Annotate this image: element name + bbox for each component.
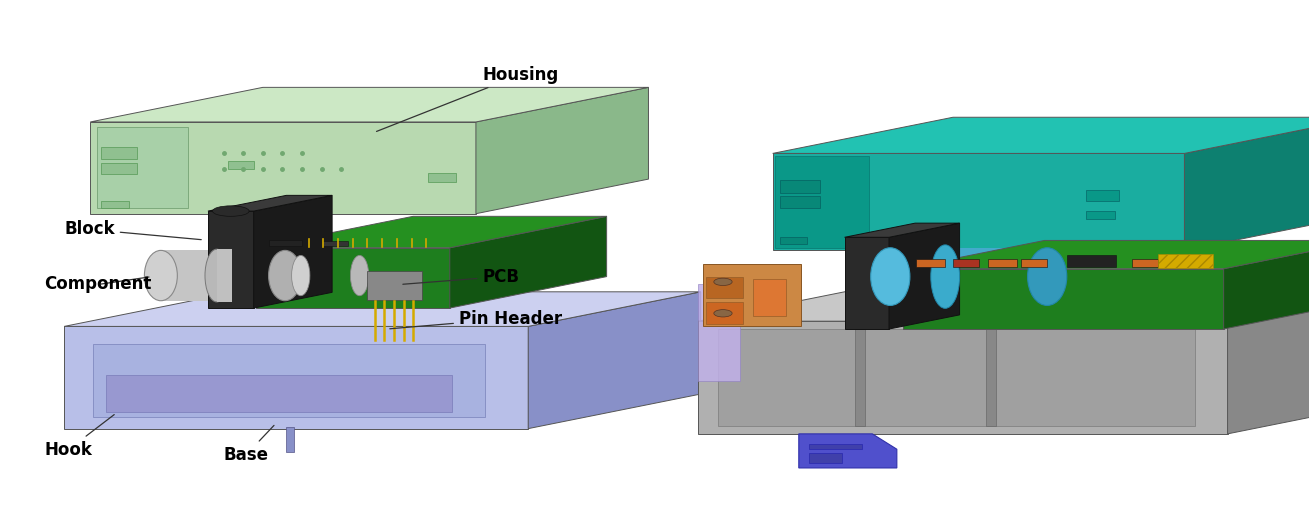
Ellipse shape bbox=[269, 250, 301, 301]
Polygon shape bbox=[90, 87, 648, 122]
Ellipse shape bbox=[204, 249, 228, 302]
Bar bbox=[1132, 259, 1158, 267]
Ellipse shape bbox=[931, 245, 960, 308]
Text: Hook: Hook bbox=[45, 415, 114, 458]
Bar bbox=[891, 248, 1047, 306]
Polygon shape bbox=[90, 122, 476, 214]
Bar bbox=[1066, 255, 1116, 267]
Polygon shape bbox=[64, 326, 528, 428]
Polygon shape bbox=[1227, 287, 1310, 434]
Polygon shape bbox=[698, 285, 740, 382]
Bar bbox=[97, 127, 189, 209]
Bar bbox=[781, 196, 820, 209]
Ellipse shape bbox=[871, 248, 910, 306]
Bar bbox=[228, 161, 254, 169]
Bar bbox=[781, 237, 807, 244]
Bar bbox=[106, 375, 452, 412]
Text: Pin Header: Pin Header bbox=[390, 309, 562, 329]
Bar bbox=[216, 249, 232, 302]
Polygon shape bbox=[889, 223, 960, 329]
Text: Component: Component bbox=[45, 276, 152, 294]
Text: PCB: PCB bbox=[403, 268, 520, 286]
Bar bbox=[301, 256, 359, 296]
Bar bbox=[810, 444, 862, 449]
Polygon shape bbox=[208, 196, 333, 211]
Ellipse shape bbox=[144, 250, 177, 301]
Bar bbox=[93, 344, 485, 417]
Bar bbox=[1086, 190, 1119, 201]
Bar bbox=[855, 329, 866, 426]
Bar bbox=[367, 271, 422, 300]
Polygon shape bbox=[1184, 117, 1310, 250]
Bar bbox=[810, 453, 842, 463]
Polygon shape bbox=[1224, 240, 1310, 329]
Polygon shape bbox=[64, 292, 701, 326]
Bar bbox=[988, 259, 1017, 267]
Polygon shape bbox=[208, 211, 254, 308]
Bar bbox=[917, 259, 946, 267]
Bar bbox=[101, 163, 138, 174]
Bar bbox=[101, 147, 138, 159]
Ellipse shape bbox=[714, 278, 732, 286]
Bar bbox=[706, 277, 743, 298]
Bar bbox=[985, 329, 996, 426]
Bar bbox=[287, 427, 295, 452]
Polygon shape bbox=[773, 117, 1310, 153]
Ellipse shape bbox=[350, 256, 368, 296]
Ellipse shape bbox=[1027, 248, 1066, 306]
Bar bbox=[753, 279, 786, 316]
Bar bbox=[322, 241, 347, 246]
Bar bbox=[954, 259, 979, 267]
Polygon shape bbox=[904, 240, 1310, 269]
Bar bbox=[706, 302, 743, 324]
Bar bbox=[161, 250, 286, 301]
Ellipse shape bbox=[292, 256, 310, 296]
Bar bbox=[1158, 253, 1213, 268]
Bar bbox=[101, 201, 130, 209]
Text: Block: Block bbox=[64, 220, 202, 240]
Polygon shape bbox=[257, 248, 449, 308]
Ellipse shape bbox=[714, 310, 732, 317]
Polygon shape bbox=[476, 87, 648, 214]
Polygon shape bbox=[845, 223, 960, 237]
Bar bbox=[781, 180, 820, 193]
Polygon shape bbox=[698, 321, 1227, 434]
Bar bbox=[270, 240, 303, 246]
Polygon shape bbox=[257, 216, 607, 248]
Polygon shape bbox=[845, 237, 889, 329]
Polygon shape bbox=[698, 287, 1310, 321]
Bar bbox=[776, 156, 870, 248]
Polygon shape bbox=[703, 264, 802, 326]
Text: Housing: Housing bbox=[376, 66, 558, 131]
Text: Base: Base bbox=[224, 425, 274, 464]
Polygon shape bbox=[528, 292, 701, 428]
Polygon shape bbox=[773, 153, 1184, 250]
Polygon shape bbox=[799, 434, 897, 468]
Polygon shape bbox=[254, 196, 333, 308]
Bar bbox=[427, 173, 456, 182]
Bar bbox=[1086, 211, 1115, 219]
Ellipse shape bbox=[212, 206, 249, 216]
Bar bbox=[1020, 259, 1047, 267]
Bar bbox=[718, 329, 1195, 426]
Polygon shape bbox=[449, 216, 607, 308]
Polygon shape bbox=[904, 269, 1224, 329]
